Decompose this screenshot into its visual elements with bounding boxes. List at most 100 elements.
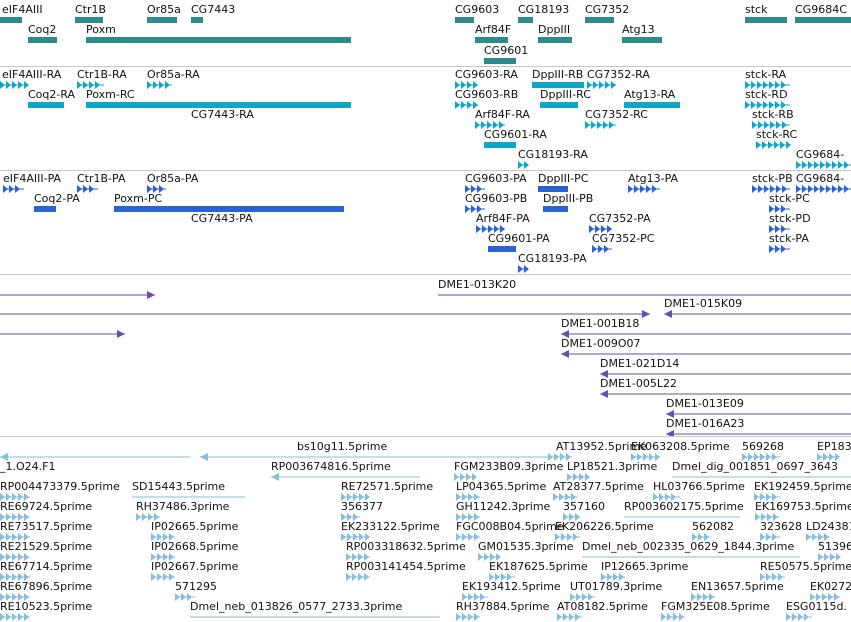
feature-est[interactable]: RP003674816.5prime [0, 460, 851, 481]
feature-mrna[interactable]: stck-RD [0, 88, 851, 109]
feature-est[interactable]: RE69724.5prime [0, 500, 851, 521]
feature-mrna[interactable]: CG9684- [0, 148, 851, 169]
feature-protein[interactable]: Ctr1B-PA [0, 172, 851, 193]
feature-protein[interactable]: stck-PB [0, 172, 851, 193]
feature-protein[interactable]: CG9603-PB [0, 192, 851, 213]
feature-est[interactable]: Dmel_neb_002335_0629_1844.3prime [0, 540, 851, 560]
feature-gene[interactable]: stck [0, 3, 851, 23]
feature-est[interactable]: AT13952.5prime [0, 440, 851, 461]
feature-est[interactable]: LD24381 [0, 520, 851, 541]
feature-protein[interactable]: CG9601-PA [0, 232, 851, 252]
feature-mrna[interactable]: CG7352-RA [0, 68, 851, 89]
feature-mrna[interactable]: Arf84F-RA [0, 108, 851, 129]
feature-est[interactable]: EK0272 [0, 580, 851, 601]
feature-est[interactable]: GH11242.3prime [0, 500, 851, 521]
feature-est[interactable]: RE72571.5prime [0, 480, 851, 501]
feature-gene[interactable]: eIF4AIII [0, 3, 851, 23]
feature-est[interactable]: EN13657.5prime [0, 580, 851, 601]
feature-bac[interactable]: DME1-013E09 [0, 397, 851, 418]
feature-protein[interactable]: Poxm-PC [0, 192, 851, 212]
feature-est[interactable]: RE50575.5prime [0, 560, 851, 581]
feature-bac[interactable]: DME1-013K20 [0, 278, 851, 298]
feature-mrna[interactable]: DppIII-RB [0, 68, 851, 88]
feature-est[interactable]: IP02667.5prime [0, 560, 851, 581]
feature-est[interactable]: IP02668.5prime [0, 540, 851, 561]
feature-mrna[interactable]: Ctr1B-RA [0, 68, 851, 89]
feature-est[interactable]: UT01789.3prime [0, 580, 851, 601]
feature-protein[interactable]: CG7352-PC [0, 232, 851, 253]
feature-mrna[interactable]: stck-RB [0, 108, 851, 129]
feature-gene[interactable]: Coq2 [0, 23, 851, 43]
feature-gene[interactable]: CG9601 [0, 44, 851, 64]
feature-bac[interactable]: DME1-016A23 [0, 417, 851, 436]
feature-est[interactable]: AT28377.5prime [0, 480, 851, 501]
feature-gene[interactable]: Or85a [0, 3, 851, 23]
feature-est[interactable]: EK187625.5prime [0, 560, 851, 581]
feature-est[interactable]: FGM233B09.3prime [0, 460, 851, 481]
feature-est[interactable]: 569268 [0, 440, 851, 461]
feature-bac[interactable]: DME1-001B18 [0, 317, 851, 338]
feature-mrna[interactable]: CG9603-RA [0, 68, 851, 89]
feature-gene[interactable]: CG9603 [0, 3, 851, 23]
feature-est[interactable]: RH37486.3prime [0, 500, 851, 521]
feature-protein[interactable]: Arf84F-PA [0, 212, 851, 233]
feature-est[interactable]: bs10g11.5prime [0, 440, 851, 461]
feature-protein[interactable]: Atg13-PA [0, 172, 851, 193]
feature-mrna[interactable]: stck-RC [0, 128, 851, 149]
feature-est[interactable]: LP04365.5prime [0, 480, 851, 501]
feature-est[interactable]: RP003141454.5prime [0, 560, 851, 581]
feature-gene[interactable]: DppIII [0, 23, 851, 43]
feature-est[interactable]: FGM325E08.5prime [0, 600, 851, 621]
feature-protein[interactable]: CG7352-PA [0, 212, 851, 233]
feature-est[interactable]: AT08182.5prime [0, 600, 851, 621]
feature-mrna[interactable]: Coq2-RA [0, 88, 851, 108]
feature-mrna[interactable]: CG9601-RA [0, 128, 851, 148]
feature-est[interactable]: RP004473379.5prime [0, 480, 851, 501]
feature-est[interactable]: EK192459.5prime [0, 480, 851, 501]
feature-mrna[interactable]: Or85a-RA [0, 68, 851, 89]
feature-est[interactable]: SD15443.5prime [0, 480, 851, 500]
feature-gene[interactable]: Ctr1B [0, 3, 851, 23]
feature-est[interactable] [0, 440, 851, 461]
feature-protein[interactable]: DppIII-PC [0, 172, 851, 192]
feature-gene[interactable]: CG7443 [0, 3, 851, 23]
feature-bac[interactable] [0, 317, 851, 338]
feature-est[interactable]: LP18521.3prime [0, 460, 851, 481]
feature-mrna[interactable]: DppIII-RC [0, 88, 851, 108]
feature-mrna[interactable]: CG7443-RA [0, 108, 851, 128]
feature-est[interactable]: RH37884.5prime [0, 600, 851, 621]
feature-est[interactable]: FGC008B04.5prime [0, 520, 851, 541]
feature-est[interactable]: 571295 [0, 580, 851, 601]
feature-mrna[interactable]: stck-RA [0, 68, 851, 89]
feature-protein[interactable]: stck-PA [0, 232, 851, 253]
feature-est[interactable]: RE10523.5prime [0, 600, 851, 621]
feature-gene[interactable]: Poxm [0, 23, 851, 43]
feature-bac[interactable] [0, 297, 851, 318]
feature-bac[interactable]: DME1-009O07 [0, 337, 851, 358]
feature-est[interactable]: RE21529.5prime [0, 540, 851, 561]
feature-est[interactable]: Dmel_neb_013826_0577_2733.3prime [0, 600, 851, 620]
feature-protein[interactable]: stck-PC [0, 192, 851, 213]
feature-protein[interactable]: eIF4AIII-PA [0, 172, 851, 193]
feature-est[interactable]: ESG0115d. [0, 600, 851, 621]
feature-bac[interactable]: DME1-021D14 [0, 357, 851, 378]
feature-protein[interactable]: DppIII-PB [0, 192, 851, 212]
feature-mrna[interactable]: eIF4AIII-RA [0, 68, 851, 89]
feature-est[interactable]: EK206226.5prime [0, 520, 851, 541]
feature-est[interactable]: HL03766.5prime [0, 480, 851, 501]
feature-mrna[interactable]: CG9603-RB [0, 88, 851, 109]
feature-mrna[interactable]: CG7352-RC [0, 108, 851, 129]
feature-est[interactable]: 356377 [0, 500, 851, 521]
feature-est[interactable]: IP02665.5prime [0, 520, 851, 541]
feature-est[interactable]: _1.O24.F1 [0, 460, 851, 480]
feature-mrna[interactable]: Atg13-RA [0, 88, 851, 108]
feature-mrna[interactable]: CG18193-RA [0, 148, 851, 169]
feature-est[interactable]: RE67714.5prime [0, 560, 851, 581]
feature-est[interactable]: 51396 [0, 540, 851, 561]
feature-bac[interactable] [0, 278, 851, 299]
feature-est[interactable]: EK233122.5prime [0, 520, 851, 541]
feature-gene[interactable]: Arf84F [0, 23, 851, 43]
feature-gene[interactable]: Atg13 [0, 23, 851, 43]
feature-protein[interactable]: CG18193-PA [0, 252, 851, 273]
feature-protein[interactable]: Or85a-PA [0, 172, 851, 193]
